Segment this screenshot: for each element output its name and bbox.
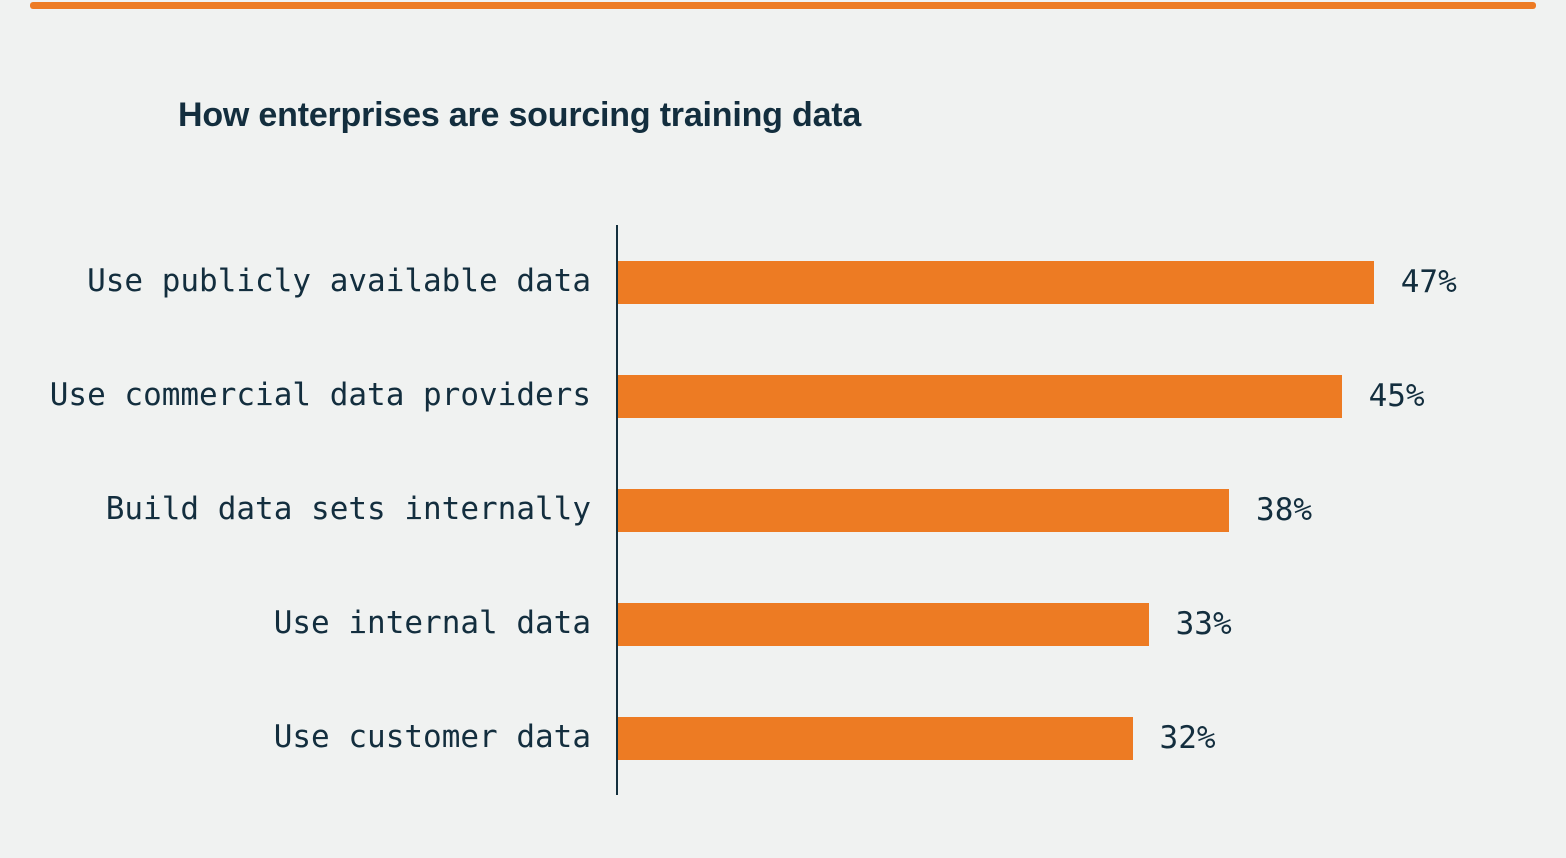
value-label: 32%	[1159, 720, 1216, 756]
bar	[618, 260, 1374, 304]
bar-track: 33%	[618, 602, 1566, 646]
category-label: Use commercial data providers	[49, 377, 591, 414]
value-label: 45%	[1368, 378, 1425, 414]
bar-track: 32%	[618, 716, 1566, 760]
bar-track: 38%	[618, 488, 1566, 532]
y-axis-line	[616, 225, 618, 795]
value-label: 38%	[1256, 492, 1313, 528]
value-label: 47%	[1400, 264, 1457, 300]
bar-track: 45%	[618, 374, 1566, 418]
bar	[618, 488, 1230, 532]
chart-row: Use publicly available data 47%	[0, 225, 1566, 339]
chart-rows: Use publicly available data 47% Use comm…	[0, 225, 1566, 795]
chart-row: Use internal data 33%	[0, 567, 1566, 681]
bar	[618, 602, 1149, 646]
bar	[618, 374, 1342, 418]
category-label: Use internal data	[273, 605, 591, 642]
chart-row: Use customer data 32%	[0, 681, 1566, 795]
category-label: Use customer data	[273, 719, 591, 756]
chart-title: How enterprises are sourcing training da…	[178, 96, 862, 134]
chart-row: Use commercial data providers 45%	[0, 339, 1566, 453]
bar-track: 47%	[618, 260, 1566, 304]
category-label: Use publicly available data	[87, 263, 591, 300]
chart-row: Build data sets internally 38%	[0, 453, 1566, 567]
bar	[618, 716, 1133, 760]
value-label: 33%	[1175, 606, 1232, 642]
category-label: Build data sets internally	[105, 491, 591, 528]
bar-chart: Use publicly available data 47% Use comm…	[0, 225, 1566, 795]
top-accent-rule	[30, 2, 1536, 9]
